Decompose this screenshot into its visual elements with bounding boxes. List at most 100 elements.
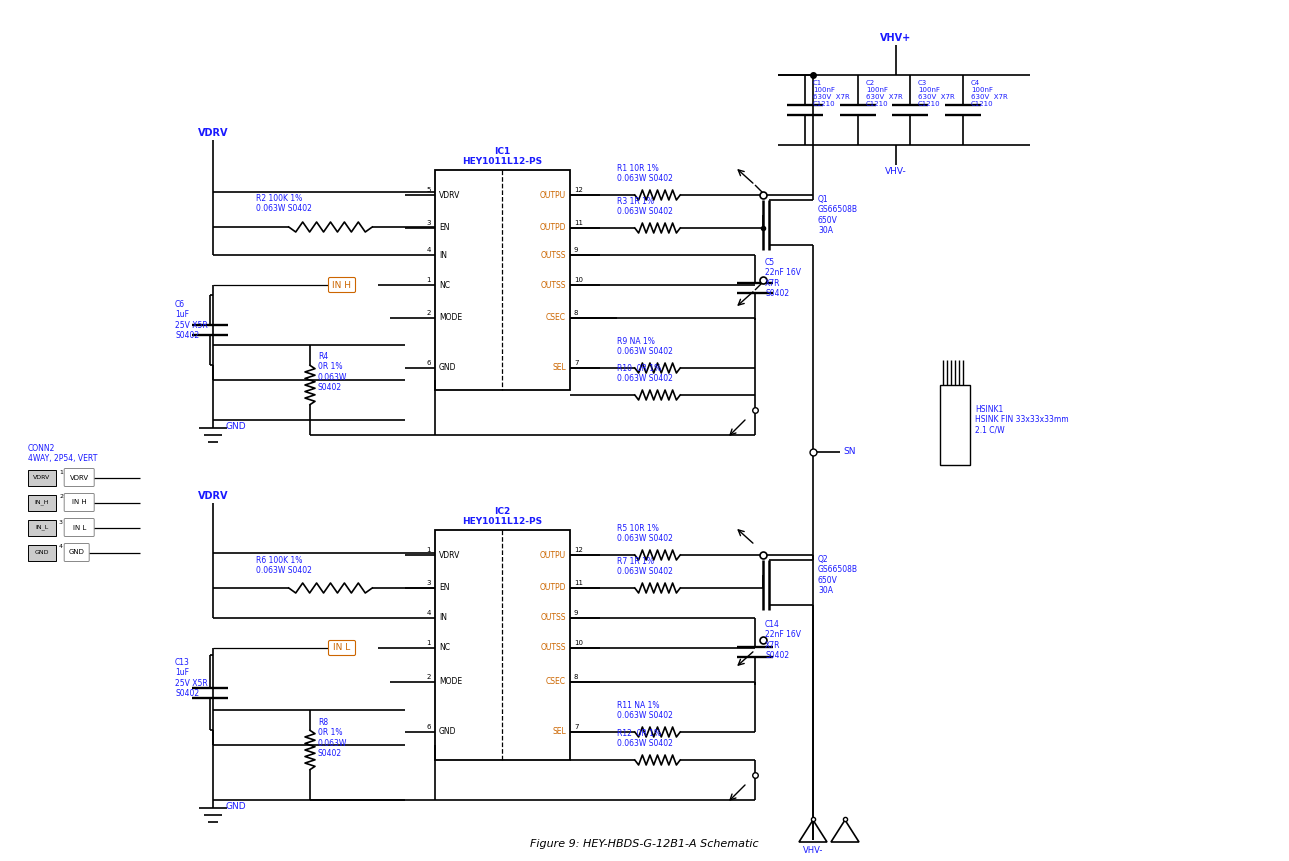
Text: OUTPU: OUTPU [540, 190, 566, 200]
Text: R10  0R 1%
0.063W S0402: R10 0R 1% 0.063W S0402 [617, 363, 673, 383]
Text: SEL: SEL [552, 363, 566, 373]
Text: C14
22nF 16V
X7R
S0402: C14 22nF 16V X7R S0402 [764, 620, 800, 660]
Text: VHV-: VHV- [803, 846, 824, 855]
Text: 6: 6 [427, 360, 431, 366]
Text: VHV+: VHV+ [880, 33, 911, 43]
Text: OUTSS: OUTSS [540, 643, 566, 653]
Text: VDRV: VDRV [70, 474, 89, 480]
Text: C6
1uF
25V X5R
S0402: C6 1uF 25V X5R S0402 [175, 300, 208, 340]
Text: 2: 2 [59, 494, 63, 499]
FancyBboxPatch shape [64, 543, 89, 561]
Text: IN L: IN L [334, 643, 351, 653]
Text: R4
0R 1%
0.063W
S0402: R4 0R 1% 0.063W S0402 [318, 352, 347, 393]
Bar [28, 544, 55, 561]
Text: 6: 6 [427, 724, 431, 730]
Text: R8
0R 1%
0.063W
S0402: R8 0R 1% 0.063W S0402 [318, 718, 347, 759]
Text: OUTPD: OUTPD [540, 584, 566, 592]
Text: 4: 4 [59, 544, 63, 549]
Text: C13
1uF
25V X5R
S0402: C13 1uF 25V X5R S0402 [175, 658, 208, 698]
Text: IN L: IN L [72, 524, 86, 530]
Text: OUTSS: OUTSS [540, 251, 566, 259]
Text: 8: 8 [574, 674, 579, 680]
Text: EN: EN [440, 584, 450, 592]
Text: VDRV: VDRV [440, 190, 460, 200]
FancyBboxPatch shape [64, 518, 94, 536]
Text: C3
100nF
630V  X7R
C1210: C3 100nF 630V X7R C1210 [918, 80, 955, 107]
Text: R12  0R 1%
0.063W S0402: R12 0R 1% 0.063W S0402 [617, 728, 673, 748]
Text: GND: GND [226, 802, 246, 811]
Text: IN H: IN H [72, 499, 86, 505]
Text: CSEC: CSEC [547, 313, 566, 323]
Text: HSINK1
HSINK FIN 33x33x33mm
2.1 C/W: HSINK1 HSINK FIN 33x33x33mm 2.1 C/W [974, 405, 1069, 435]
Text: R3 1R 1%
0.063W S0402: R3 1R 1% 0.063W S0402 [617, 196, 673, 216]
Text: R6 100K 1%
0.063W S0402: R6 100K 1% 0.063W S0402 [257, 555, 312, 575]
Text: GND: GND [440, 363, 456, 373]
Text: IC1
HEY1011L12-PS: IC1 HEY1011L12-PS [461, 146, 543, 166]
Bar [28, 469, 55, 486]
Text: 7: 7 [574, 724, 579, 730]
Text: 11: 11 [574, 220, 583, 226]
Text: EN: EN [440, 224, 450, 232]
Text: SEL: SEL [552, 728, 566, 736]
Text: 9: 9 [574, 610, 579, 616]
Text: R5 10R 1%
0.063W S0402: R5 10R 1% 0.063W S0402 [617, 523, 673, 543]
Text: MODE: MODE [440, 678, 463, 686]
Text: R1 10R 1%
0.063W S0402: R1 10R 1% 0.063W S0402 [617, 164, 673, 183]
Text: R9 NA 1%
0.063W S0402: R9 NA 1% 0.063W S0402 [617, 337, 673, 356]
Text: 3: 3 [427, 580, 431, 586]
Text: 1: 1 [427, 547, 431, 553]
Text: Figure 9: HEY-HBDS-G-12B1-A Schematic: Figure 9: HEY-HBDS-G-12B1-A Schematic [530, 839, 758, 849]
FancyBboxPatch shape [64, 468, 94, 486]
Text: 1: 1 [427, 277, 431, 283]
Text: Q2
GS66508B
650V
30A: Q2 GS66508B 650V 30A [819, 555, 858, 595]
Text: 9: 9 [574, 247, 579, 253]
Text: GND: GND [68, 549, 85, 555]
Text: SN: SN [843, 448, 856, 456]
Text: MODE: MODE [440, 313, 463, 323]
Text: OUTPU: OUTPU [540, 550, 566, 560]
Text: GND: GND [35, 550, 49, 555]
Text: Q1
GS66508B
650V
30A: Q1 GS66508B 650V 30A [819, 195, 858, 235]
Text: OUTSS: OUTSS [540, 614, 566, 623]
Text: IN H: IN H [333, 281, 352, 289]
Text: NC: NC [440, 281, 450, 289]
Text: 4: 4 [427, 247, 431, 253]
Text: 1: 1 [427, 640, 431, 646]
Bar [28, 519, 55, 536]
Bar [940, 385, 971, 465]
Text: IN: IN [440, 251, 447, 259]
Bar [434, 530, 570, 760]
Text: VHV-: VHV- [886, 167, 907, 176]
Text: C4
100nF
630V  X7R
C1210: C4 100nF 630V X7R C1210 [971, 80, 1008, 107]
Text: C5
22nF 16V
X7R
S0402: C5 22nF 16V X7R S0402 [764, 258, 800, 298]
Text: 2: 2 [427, 310, 431, 316]
Text: 1: 1 [59, 469, 63, 474]
Text: 3: 3 [59, 519, 63, 524]
Text: VDRV: VDRV [34, 475, 50, 480]
FancyBboxPatch shape [329, 641, 356, 655]
Bar [434, 170, 570, 390]
Text: C1
100nF
630V  X7R
C1210: C1 100nF 630V X7R C1210 [813, 80, 849, 107]
FancyBboxPatch shape [329, 277, 356, 293]
Text: IC2
HEY1011L12-PS: IC2 HEY1011L12-PS [461, 506, 543, 526]
Text: VDRV: VDRV [440, 550, 460, 560]
Text: 7: 7 [574, 360, 579, 366]
Text: R2 100K 1%
0.063W S0402: R2 100K 1% 0.063W S0402 [257, 194, 312, 213]
Text: 11: 11 [574, 580, 583, 586]
Text: GND: GND [440, 728, 456, 736]
Text: CSEC: CSEC [547, 678, 566, 686]
Text: 10: 10 [574, 640, 583, 646]
Text: VDRV: VDRV [197, 491, 228, 501]
Text: 3: 3 [427, 220, 431, 226]
Text: 12: 12 [574, 187, 583, 193]
Text: IN_H: IN_H [35, 499, 49, 505]
Text: R7 1R 1%
0.063W S0402: R7 1R 1% 0.063W S0402 [617, 556, 673, 576]
Text: GND: GND [226, 422, 246, 431]
Text: C2
100nF
630V  X7R
C1210: C2 100nF 630V X7R C1210 [866, 80, 902, 107]
Text: 2: 2 [427, 674, 431, 680]
Text: VDRV: VDRV [197, 128, 228, 138]
Text: OUTSS: OUTSS [540, 281, 566, 289]
Text: R11 NA 1%
0.063W S0402: R11 NA 1% 0.063W S0402 [617, 701, 673, 720]
Text: NC: NC [440, 643, 450, 653]
Text: CONN2
4WAY, 2P54, VERT: CONN2 4WAY, 2P54, VERT [28, 443, 98, 463]
